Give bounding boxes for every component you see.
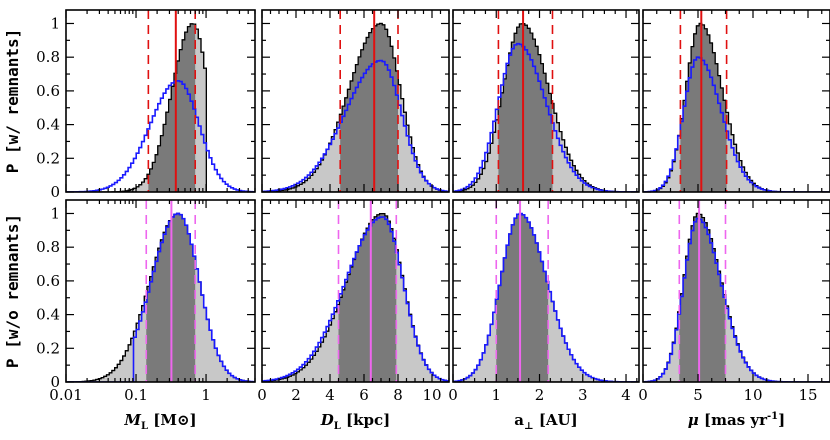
y-tick-label: 0.6 (36, 272, 60, 290)
panel-0-3 (642, 9, 830, 193)
y-tick-label: 0.2 (36, 149, 60, 167)
x-tick-label: 1 (491, 386, 501, 404)
x-tick-label: 0.01 (49, 386, 82, 404)
blue-histogram (262, 216, 449, 382)
x-tick-label: 6 (359, 386, 369, 404)
x-axis-label: ML [M⊙] (123, 411, 196, 432)
x-axis-label: a⊥ [AU] (514, 411, 577, 432)
x-axis-label: DL [kpc] (320, 411, 390, 432)
panel-0-2 (452, 9, 640, 193)
histogram-inner (496, 213, 549, 382)
histogram-inner (338, 213, 397, 382)
panel-frame (452, 9, 640, 193)
x-tick-label: 3 (578, 386, 588, 404)
x-tick-label: 0.1 (124, 386, 148, 404)
histogram-inner (679, 213, 726, 382)
x-axis-label: μ [mas yr-1] (688, 411, 785, 429)
histogram-outer (643, 22, 830, 192)
histogram-inner (340, 23, 398, 192)
x-tick-label: 4 (325, 386, 335, 404)
y-tick-label: 0.2 (36, 339, 60, 357)
panel-0-1 (261, 9, 450, 193)
panel-1-1: 0 2 4 6 8 10 DL [kpc] (257, 199, 450, 432)
panel-0-0: 0 0.2 0.4 0.6 0.8 1 (36, 9, 256, 201)
y-tick-label: 0.8 (36, 238, 60, 256)
y-axis-label: P [w/o remnants] (3, 214, 22, 368)
y-tick-label: 0 (50, 373, 60, 391)
histogram-inner (680, 23, 727, 192)
blue-histogram (453, 42, 639, 192)
panel-1-0: 0 0.2 0.4 0.6 0.8 1 0.01 0.1 1 ML [M⊙] (36, 199, 256, 432)
x-tick-label: 2 (291, 386, 301, 404)
blue-histogram (262, 59, 449, 192)
y-tick-label: 0.6 (36, 82, 60, 100)
x-tick-label: 10 (422, 386, 441, 404)
panel-frame (65, 199, 256, 383)
blue-histogram (66, 79, 255, 192)
x-tick-label: 1 (201, 386, 211, 404)
x-tick-label: 0 (257, 386, 267, 404)
histogram-inner (498, 23, 553, 192)
y-tick-label: 0.4 (36, 306, 60, 324)
y-tick-label: 1 (50, 14, 60, 32)
panel-frame (642, 9, 830, 193)
x-tick-label: 4 (621, 386, 631, 404)
blue-histogram (66, 212, 255, 382)
y-tick-label: 0.8 (36, 48, 60, 66)
y-tick-label: 0 (50, 183, 60, 201)
y-tick-label: 1 (50, 204, 60, 222)
panel-1-3: 0 5 10 15 μ [mas yr-1] (638, 199, 830, 429)
x-tick-label: 0 (638, 386, 648, 404)
x-tick-label: 0 (448, 386, 458, 404)
panel-frame (642, 199, 830, 383)
panel-frame (65, 9, 256, 193)
histogram-outer (643, 212, 830, 382)
x-tick-label: 2 (535, 386, 545, 404)
y-axis-label: P [w/ remnants] (3, 29, 22, 174)
panel-frame (452, 199, 640, 383)
x-tick-label: 10 (743, 386, 762, 404)
histogram-inner (148, 23, 196, 192)
x-tick-label: 15 (798, 386, 817, 404)
x-tick-label: 8 (393, 386, 403, 404)
x-tick-label: 5 (693, 386, 703, 404)
y-tick-label: 0.4 (36, 116, 60, 134)
panel-1-2: 0 1 2 3 4 a⊥ [AU] (448, 199, 640, 432)
